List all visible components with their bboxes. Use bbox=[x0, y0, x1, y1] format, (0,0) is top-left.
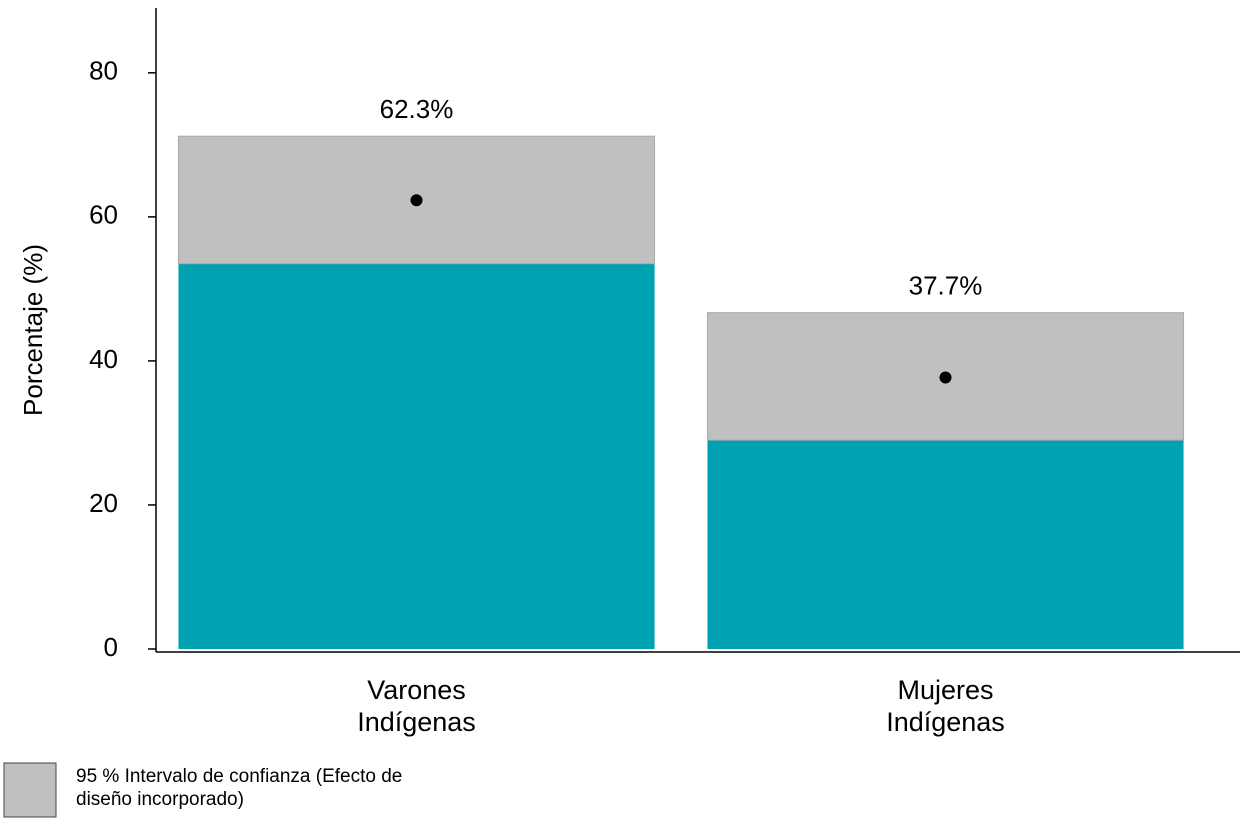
bar bbox=[178, 200, 655, 650]
x-tick-label: Mujeres Indígenas bbox=[886, 675, 1005, 737]
y-tick-label: 80 bbox=[89, 56, 118, 86]
y-tick-label: 40 bbox=[89, 344, 118, 374]
value-label: 37.7% bbox=[909, 271, 983, 301]
x-tick-label: Varones Indígenas bbox=[357, 675, 476, 737]
legend-label: 95 % Intervalo de confianza (Efecto de d… bbox=[76, 766, 403, 810]
point-estimate bbox=[939, 371, 952, 384]
y-tick-label: 0 bbox=[104, 632, 118, 662]
y-tick-label: 20 bbox=[89, 488, 118, 518]
y-tick-label: 60 bbox=[89, 200, 118, 230]
point-estimate bbox=[410, 194, 423, 207]
legend-swatch bbox=[3, 762, 57, 818]
y-axis-label: Porcentaje (%) bbox=[18, 244, 48, 416]
value-label: 62.3% bbox=[380, 94, 454, 124]
